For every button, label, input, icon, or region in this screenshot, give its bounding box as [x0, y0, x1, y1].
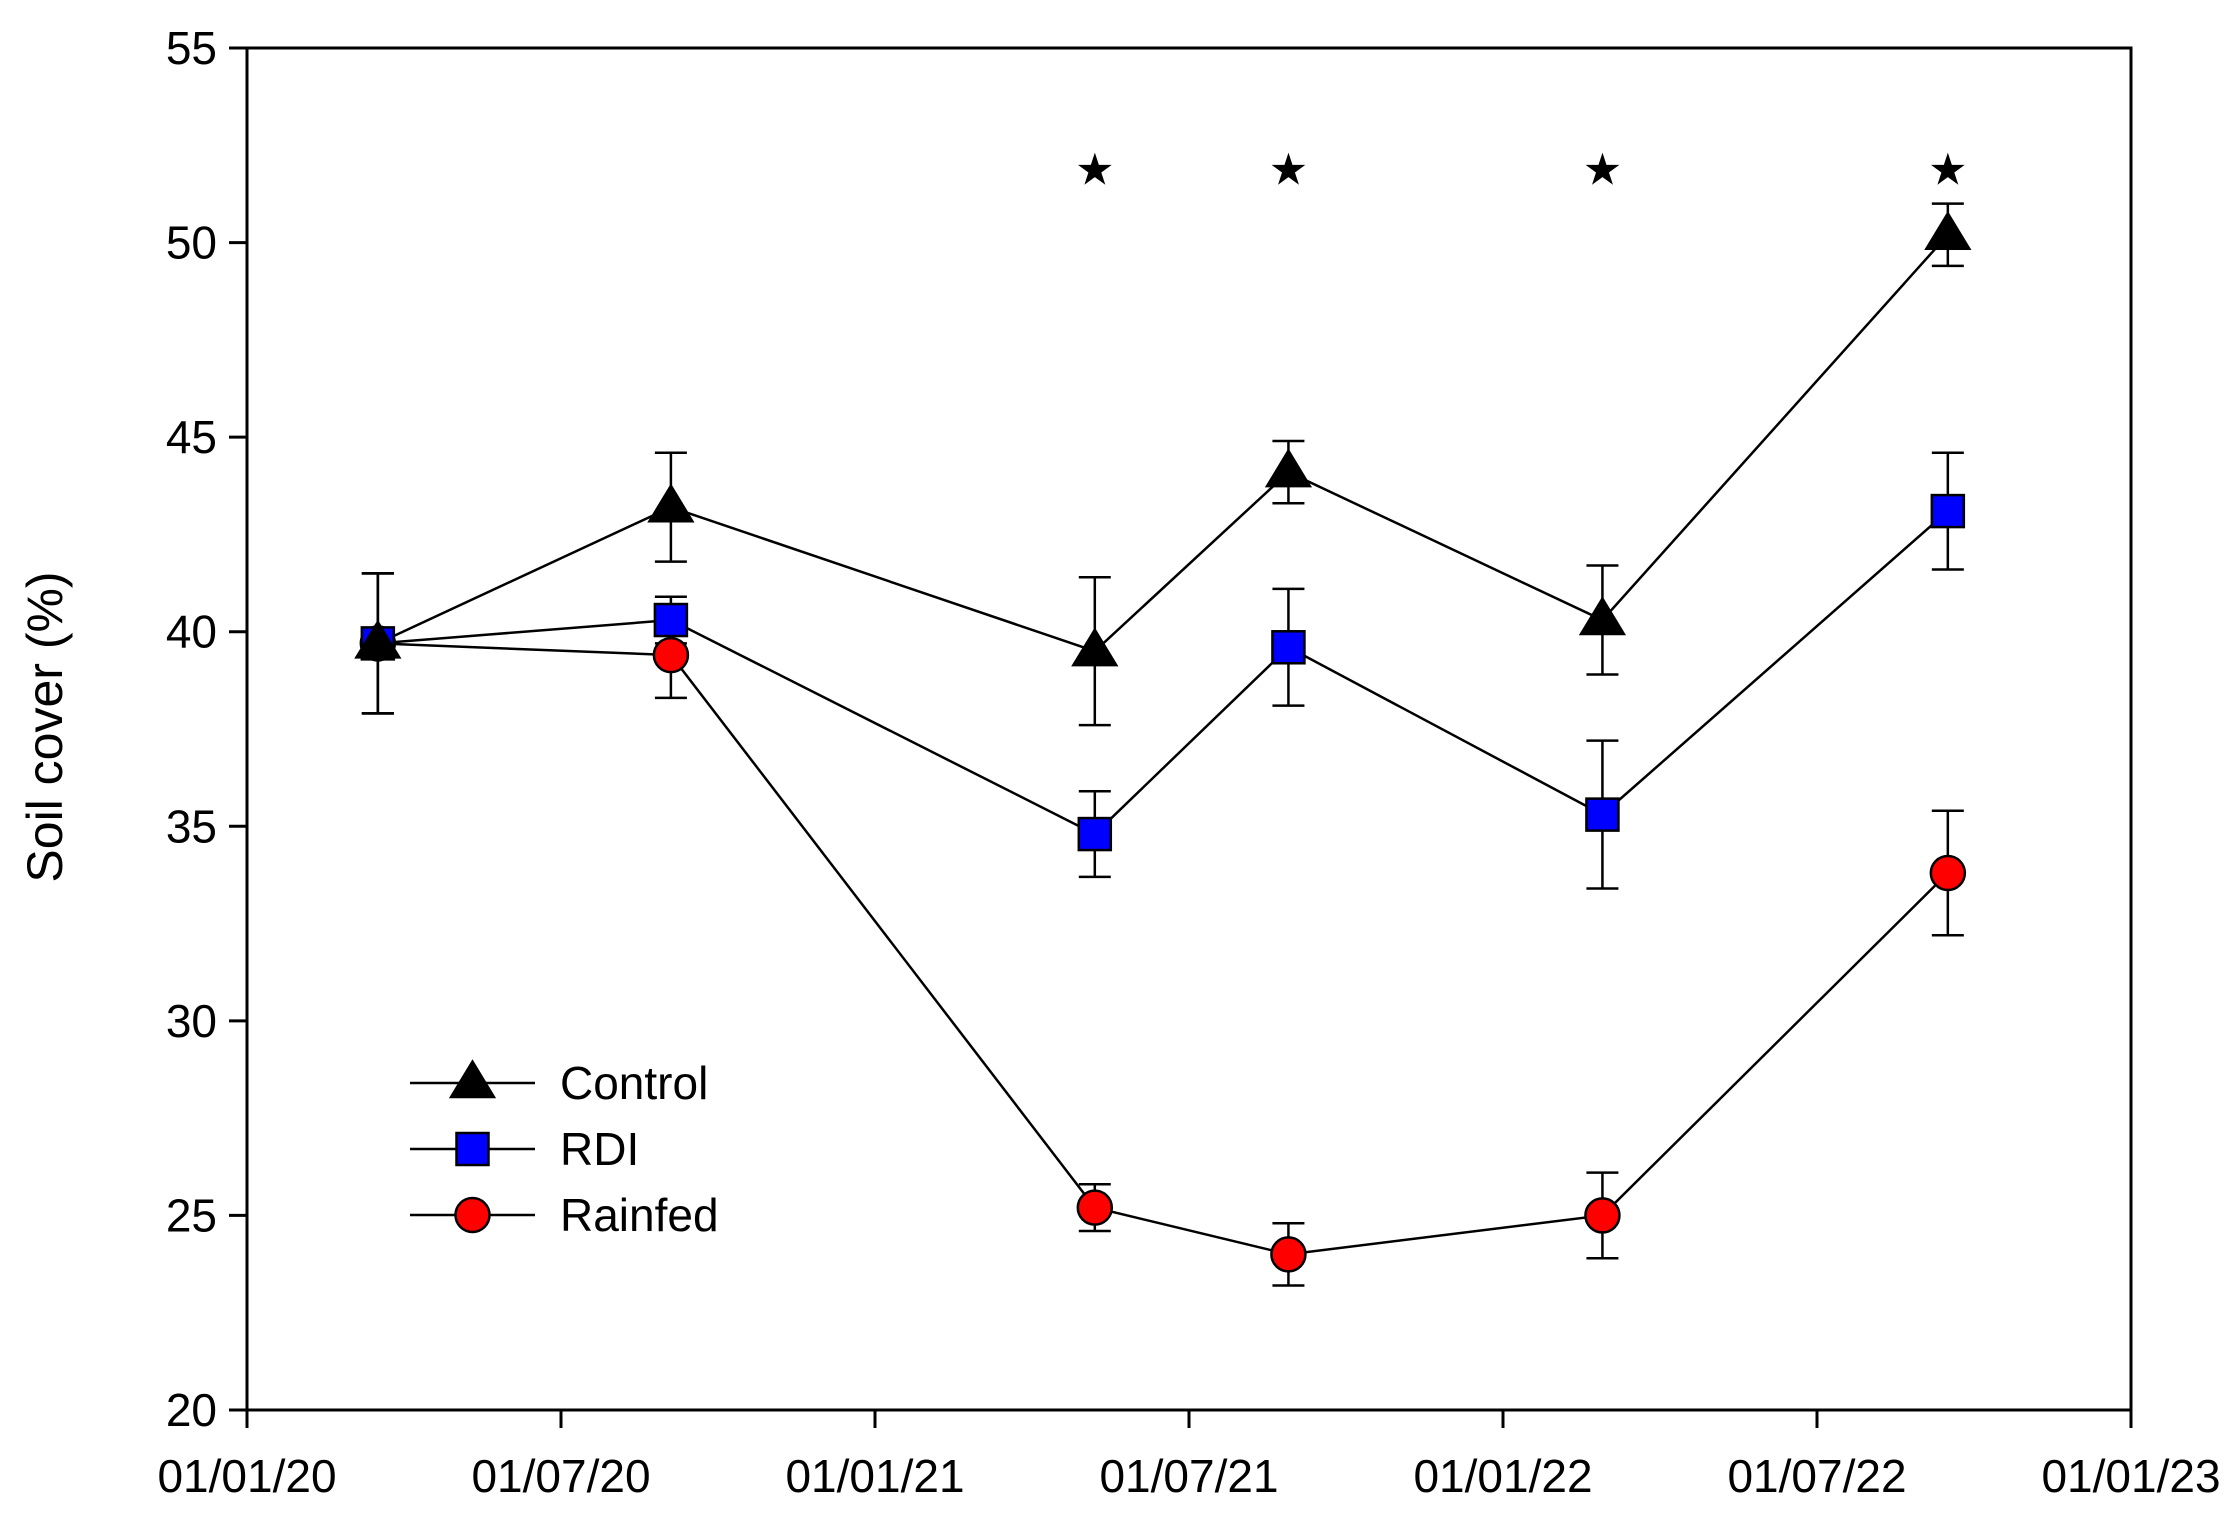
legend: Control RDI Rainfed [410, 1057, 719, 1241]
significance-star: ★ [1928, 146, 1967, 195]
y-axis: 20 25 30 35 40 45 50 55 [166, 22, 247, 1436]
data-point-control [1071, 627, 1119, 667]
data-point-rainfed [1584, 1197, 1621, 1234]
data-point-control [647, 483, 695, 523]
legend-entry-rdi: RDI [410, 1123, 639, 1175]
data-point-rainfed [652, 636, 690, 674]
series-rdi [361, 451, 1964, 890]
series-layer [354, 202, 1972, 1287]
y-tick-label: 25 [166, 1189, 217, 1241]
y-axis-label: Soil cover (%) [17, 571, 73, 882]
x-tick-label: 01/07/21 [1099, 1450, 1278, 1502]
x-tick-label: 01/01/22 [1413, 1450, 1592, 1502]
significance-star: ★ [1075, 146, 1114, 195]
plot-border [245, 46, 2133, 1412]
series-line-control [377, 233, 1949, 653]
data-point-rdi [1077, 816, 1113, 852]
legend-marker [454, 1196, 491, 1234]
x-axis: 01/01/20 01/07/20 01/01/21 01/07/21 01/01/22… [157, 1410, 2221, 1502]
x-tick-label: 01/07/20 [471, 1450, 650, 1502]
legend-marker [455, 1131, 490, 1167]
data-point-rainfed [1929, 854, 1967, 892]
series-control [361, 202, 1964, 727]
significance-star: ★ [1269, 146, 1308, 195]
data-point-rdi [653, 602, 689, 638]
series-line-rainfed [377, 642, 1949, 1256]
markers-rdi [360, 493, 1966, 852]
significance-markers: ★ ★ ★ ★ [1075, 146, 1967, 195]
markers-control [354, 211, 1972, 667]
legend-marker [448, 1059, 497, 1099]
plot-frame [245, 46, 2133, 1412]
data-point-rdi [1271, 630, 1306, 665]
legend-label: RDI [560, 1123, 639, 1175]
y-tick-label: 35 [166, 800, 217, 852]
data-point-control [1924, 211, 1972, 251]
significance-star: ★ [1583, 146, 1622, 195]
data-point-rainfed [1076, 1189, 1114, 1226]
y-tick-label: 20 [166, 1384, 217, 1436]
data-point-rdi [1585, 797, 1620, 832]
data-point-control [1264, 448, 1313, 488]
data-point-control [1578, 596, 1627, 636]
x-tick-label: 01/07/22 [1727, 1450, 1906, 1502]
data-point-rdi [1930, 493, 1966, 529]
legend-entry-control: Control [410, 1057, 708, 1109]
y-tick-label: 30 [166, 995, 217, 1047]
y-tick-label: 55 [166, 22, 217, 74]
x-tick-label: 01/01/23 [2041, 1450, 2220, 1502]
x-tick-label: 01/01/21 [785, 1450, 964, 1502]
legend-label: Rainfed [560, 1189, 719, 1241]
legend-entry-rainfed: Rainfed [410, 1189, 719, 1241]
series-line-rdi [377, 510, 1949, 836]
x-tick-label: 01/01/20 [157, 1450, 336, 1502]
legend-label: Control [560, 1057, 708, 1109]
series-rainfed [361, 572, 1964, 1287]
data-point-rainfed [1270, 1236, 1307, 1273]
y-tick-label: 40 [166, 606, 217, 658]
data-point-control [354, 619, 402, 659]
y-tick-label: 50 [166, 217, 217, 269]
y-tick-label: 45 [166, 411, 217, 463]
